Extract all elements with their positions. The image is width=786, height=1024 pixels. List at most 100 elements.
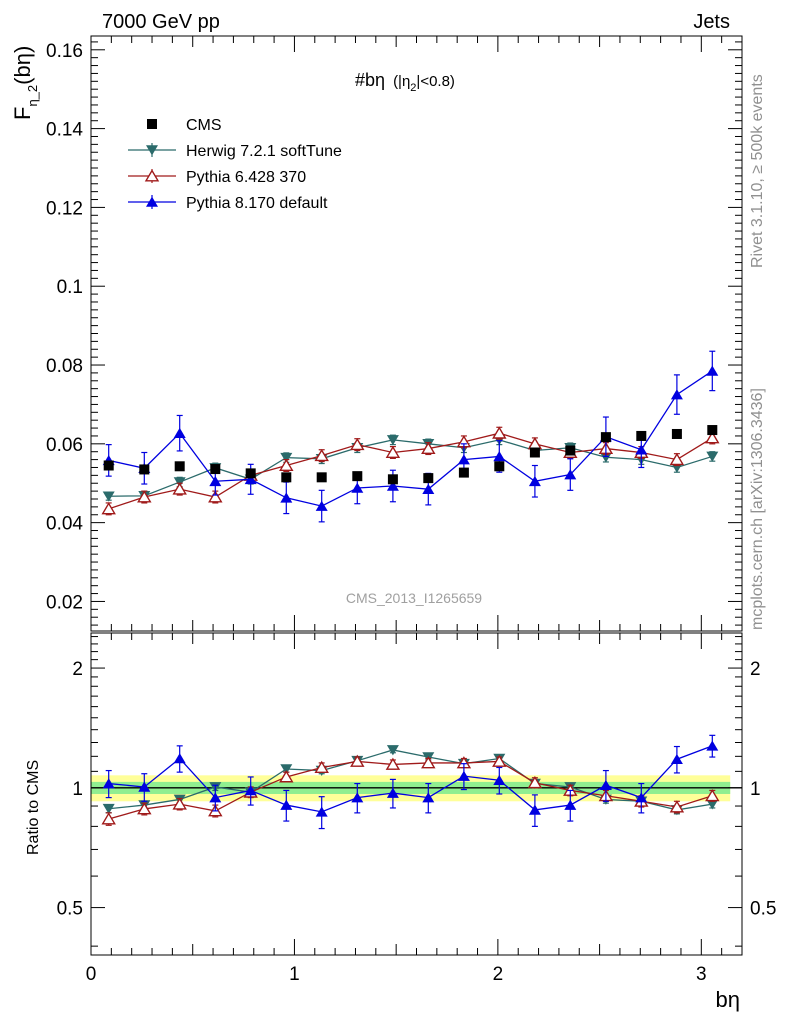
series-pythia8 xyxy=(102,350,719,523)
legend-marker-herwig xyxy=(146,145,158,156)
data-point-pythia6 xyxy=(527,437,543,450)
data-point-pythia8 xyxy=(386,480,399,491)
ratio-x-axis: 0 1 2 3 xyxy=(86,633,743,985)
series-line-pythia6 xyxy=(108,432,713,510)
data-point-data xyxy=(636,430,647,441)
title-end: |<0.8) xyxy=(416,73,455,90)
data-point-pythia6 xyxy=(421,441,436,455)
legend: CMS Herwig 7.2.1 softTune Pythia 6.428 370… xyxy=(128,117,342,212)
data-point-data xyxy=(387,474,398,485)
legend-entry-data: CMS xyxy=(147,117,222,134)
ylabel-sub: η_2 xyxy=(25,85,40,107)
data-point-herwig xyxy=(280,764,293,775)
data-point-herwig xyxy=(386,435,399,446)
ratio-y-tick-label-right: 1 xyxy=(750,779,761,800)
data-point-pythia6 xyxy=(492,426,507,439)
series-line-pythia8 xyxy=(108,745,713,813)
series-pythia8 xyxy=(102,734,719,830)
data-point-pythia6 xyxy=(208,490,223,503)
data-point-data xyxy=(174,461,185,472)
legend-label: Pythia 6.428 370 xyxy=(186,169,306,186)
data-point-pythia8 xyxy=(635,444,648,455)
ylabel-end: (bη) xyxy=(10,46,35,85)
data-point-pythia8 xyxy=(209,792,222,803)
data-point-pythia6 xyxy=(279,458,294,472)
data-point-pythia6 xyxy=(314,448,329,462)
main-y-tick-label: 0.06 xyxy=(46,435,83,456)
legend-label: CMS xyxy=(186,117,222,134)
ylabel-main: F xyxy=(10,107,35,120)
data-point-pythia8 xyxy=(670,389,683,400)
data-point-pythia8 xyxy=(280,492,293,503)
ratio-y-tick-label-right: 2 xyxy=(750,659,761,680)
main-x-axis-ticks xyxy=(90,36,743,631)
x-tick-label: 0 xyxy=(86,964,97,985)
ratio-y-tick-label: 2 xyxy=(72,659,83,680)
main-y-tick-label: 0.1 xyxy=(57,277,83,298)
data-point-data xyxy=(600,432,611,443)
series-data xyxy=(103,425,718,485)
ratio-y-tick-label: 1 xyxy=(72,779,83,800)
data-point-herwig xyxy=(280,452,293,464)
data-point-pythia8 xyxy=(209,475,222,487)
series-line-herwig xyxy=(108,439,713,497)
title-suffix: (|η xyxy=(393,73,410,90)
legend-entry-herwig: Herwig 7.2.1 softTune xyxy=(128,143,342,160)
data-point-pythia8 xyxy=(173,753,186,764)
data-point-herwig xyxy=(102,491,115,502)
data-point-pythia6 xyxy=(705,788,720,802)
legend-marker-pythia8 xyxy=(146,196,158,207)
series-pythia6 xyxy=(101,426,720,516)
legend-marker-pythia6 xyxy=(144,169,160,182)
data-point-pythia6 xyxy=(492,754,507,767)
data-point-pythia6 xyxy=(705,431,720,444)
legend-marker-data xyxy=(147,119,157,129)
data-point-pythia8 xyxy=(528,804,541,815)
data-point-pythia8 xyxy=(244,473,257,485)
ratio-y-tick-label-right: 0.5 xyxy=(750,899,776,920)
ratio-y-axis-label: Ratio to CMS xyxy=(25,760,42,855)
data-point-data xyxy=(210,464,221,475)
data-point-herwig xyxy=(102,803,115,815)
main-y-tick-label: 0.08 xyxy=(46,356,83,377)
data-point-pythia6 xyxy=(669,452,685,466)
data-point-data xyxy=(707,425,718,436)
main-y-tick-label: 0.14 xyxy=(46,120,83,141)
data-point-pythia8 xyxy=(315,806,328,817)
data-point-pythia6 xyxy=(101,502,116,515)
data-point-data xyxy=(529,447,540,458)
data-point-pythia6 xyxy=(669,800,685,813)
data-point-pythia8 xyxy=(670,753,683,765)
title-main: #bη xyxy=(355,70,385,90)
main-y-tick-label: 0.02 xyxy=(46,592,83,613)
legend-entry-pythia6: Pythia 6.428 370 xyxy=(128,169,306,186)
data-point-herwig xyxy=(706,451,719,462)
data-point-data xyxy=(245,468,256,479)
data-point-pythia8 xyxy=(315,500,328,511)
data-point-pythia8 xyxy=(457,770,470,781)
data-point-pythia6 xyxy=(385,445,401,458)
series-line-pythia8 xyxy=(108,370,713,507)
data-point-pythia8 xyxy=(706,740,719,751)
data-point-pythia8 xyxy=(564,469,577,480)
data-point-pythia6 xyxy=(385,757,401,770)
legend-entry-pythia8: Pythia 8.170 default xyxy=(128,195,328,212)
data-point-pythia8 xyxy=(386,787,399,798)
header-jets-label: Jets xyxy=(693,11,730,33)
data-point-pythia6 xyxy=(421,756,436,769)
data-point-pythia8 xyxy=(244,785,257,796)
data-point-pythia6 xyxy=(279,770,294,783)
data-point-data xyxy=(352,471,363,482)
data-point-pythia6 xyxy=(172,482,187,495)
data-point-pythia8 xyxy=(706,365,719,376)
x-tick-label: 2 xyxy=(493,964,504,985)
data-point-data xyxy=(281,472,292,483)
legend-label: Herwig 7.2.1 softTune xyxy=(186,143,342,160)
data-point-pythia8 xyxy=(493,451,506,462)
data-point-data xyxy=(423,473,434,484)
main-y-tick-label: 0.16 xyxy=(46,41,83,62)
data-point-data xyxy=(458,467,469,478)
data-point-pythia6 xyxy=(527,775,543,789)
main-y-axis: 0.02 0.04 0.06 0.08 0.1 0.12 0.14 0.16 xyxy=(46,41,742,626)
